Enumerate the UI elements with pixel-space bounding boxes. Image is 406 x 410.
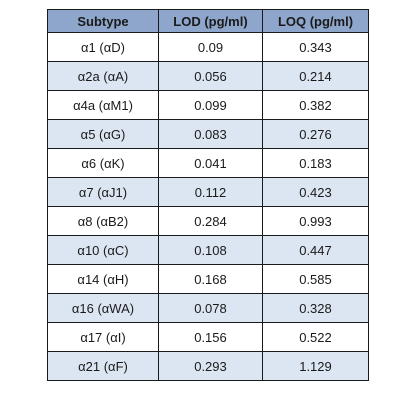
cell-loq: 0.993 — [262, 206, 369, 236]
cell-loq: 0.423 — [262, 177, 369, 207]
cell-lod: 0.099 — [158, 90, 263, 120]
cell-subtype: α16 (αWA) — [47, 293, 159, 323]
cell-loq: 0.276 — [262, 119, 369, 149]
table-row: α4a (αM1) 0.099 0.382 — [47, 90, 369, 120]
cell-subtype: α10 (αC) — [47, 235, 159, 265]
cell-lod: 0.056 — [158, 61, 263, 91]
cell-loq: 0.214 — [262, 61, 369, 91]
header-lod: LOD (pg/ml) — [158, 9, 263, 33]
cell-loq: 0.382 — [262, 90, 369, 120]
table-row: α5 (αG) 0.083 0.276 — [47, 119, 369, 149]
cell-lod: 0.293 — [158, 351, 263, 381]
cell-lod: 0.108 — [158, 235, 263, 265]
cell-lod: 0.09 — [158, 32, 263, 62]
cell-loq: 0.183 — [262, 148, 369, 178]
cell-loq: 0.522 — [262, 322, 369, 352]
cell-lod: 0.156 — [158, 322, 263, 352]
header-loq: LOQ (pg/ml) — [262, 9, 369, 33]
cell-loq: 0.447 — [262, 235, 369, 265]
table-row: α10 (αC) 0.108 0.447 — [47, 235, 369, 265]
cell-subtype: α6 (αK) — [47, 148, 159, 178]
cell-lod: 0.078 — [158, 293, 263, 323]
cell-loq: 0.585 — [262, 264, 369, 294]
cell-subtype: α5 (αG) — [47, 119, 159, 149]
cell-subtype: α17 (αI) — [47, 322, 159, 352]
cell-subtype: α21 (αF) — [47, 351, 159, 381]
header-subtype: Subtype — [47, 9, 159, 33]
table-row: α16 (αWA) 0.078 0.328 — [47, 293, 369, 323]
cell-subtype: α7 (αJ1) — [47, 177, 159, 207]
table-row: α6 (αK) 0.041 0.183 — [47, 148, 369, 178]
cell-lod: 0.112 — [158, 177, 263, 207]
table-row: α14 (αH) 0.168 0.585 — [47, 264, 369, 294]
cell-subtype: α4a (αM1) — [47, 90, 159, 120]
cell-subtype: α14 (αH) — [47, 264, 159, 294]
cell-lod: 0.168 — [158, 264, 263, 294]
cell-loq: 0.328 — [262, 293, 369, 323]
cell-loq: 1.129 — [262, 351, 369, 381]
cell-subtype: α2a (αA) — [47, 61, 159, 91]
cell-lod: 0.083 — [158, 119, 263, 149]
table-row: α17 (αI) 0.156 0.522 — [47, 322, 369, 352]
cell-subtype: α1 (αD) — [47, 32, 159, 62]
detection-limits-table-container: Subtype LOD (pg/ml) LOQ (pg/ml) α1 (αD) … — [47, 9, 369, 381]
header-row: Subtype LOD (pg/ml) LOQ (pg/ml) — [47, 9, 369, 33]
cell-loq: 0.343 — [262, 32, 369, 62]
table-row: α21 (αF) 0.293 1.129 — [47, 351, 369, 381]
table-row: α2a (αA) 0.056 0.214 — [47, 61, 369, 91]
cell-subtype: α8 (αB2) — [47, 206, 159, 236]
cell-lod: 0.041 — [158, 148, 263, 178]
cell-lod: 0.284 — [158, 206, 263, 236]
table-row: α8 (αB2) 0.284 0.993 — [47, 206, 369, 236]
table-row: α1 (αD) 0.09 0.343 — [47, 32, 369, 62]
table-row: α7 (αJ1) 0.112 0.423 — [47, 177, 369, 207]
detection-limits-table: Subtype LOD (pg/ml) LOQ (pg/ml) α1 (αD) … — [47, 9, 369, 381]
